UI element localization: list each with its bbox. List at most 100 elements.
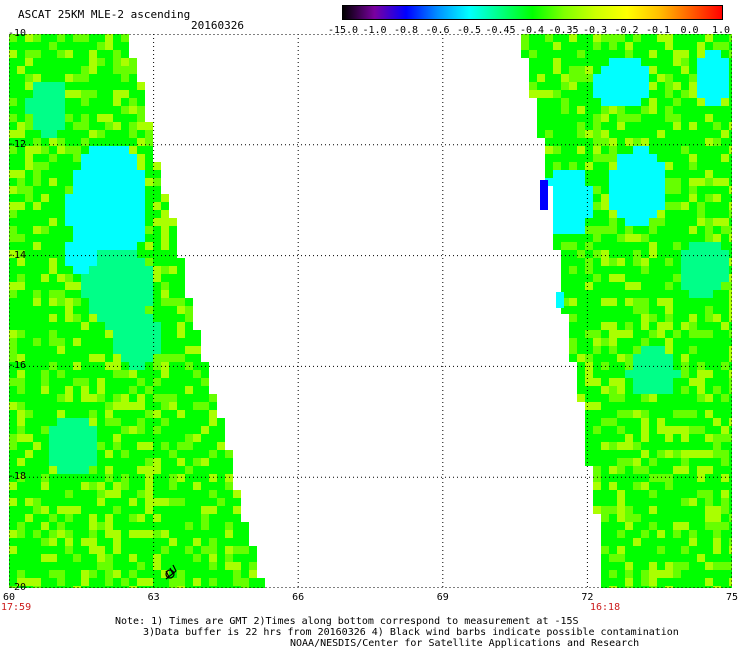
wind-cell <box>25 530 33 538</box>
wind-cell <box>617 546 625 554</box>
wind-cell <box>153 402 161 410</box>
wind-cell <box>177 378 185 386</box>
wind-cell <box>65 378 73 386</box>
wind-cell <box>593 418 601 426</box>
wind-cell <box>153 466 161 474</box>
wind-cell <box>633 426 641 434</box>
wind-cell <box>161 474 169 482</box>
wind-cell <box>25 178 33 186</box>
wind-cell <box>641 586 649 588</box>
wind-cell <box>161 250 169 258</box>
wind-cell <box>105 210 113 218</box>
wind-cell <box>169 578 177 586</box>
wind-cell <box>33 434 41 442</box>
wind-cell <box>121 114 129 122</box>
wind-cell <box>641 570 649 578</box>
wind-cell <box>193 458 201 466</box>
wind-cell <box>689 314 697 322</box>
wind-cell <box>681 138 689 146</box>
wind-cell <box>657 394 665 402</box>
wind-cell <box>609 194 617 202</box>
wind-cell <box>25 298 33 306</box>
wind-cell <box>9 290 17 298</box>
wind-cell <box>193 386 201 394</box>
wind-cell <box>665 194 673 202</box>
wind-cell <box>593 474 601 482</box>
wind-cell <box>25 538 33 546</box>
wind-cell <box>689 458 697 466</box>
wind-cell <box>89 378 97 386</box>
wind-cell <box>17 482 25 490</box>
wind-cell <box>601 450 609 458</box>
wind-cell <box>81 570 89 578</box>
wind-cell <box>89 562 97 570</box>
wind-cell <box>217 442 225 450</box>
wind-cell <box>633 194 641 202</box>
wind-cell <box>185 402 193 410</box>
wind-cell <box>57 306 65 314</box>
wind-cell <box>553 90 561 98</box>
wind-cell <box>689 386 697 394</box>
color-scale-label: -0.8 <box>393 25 419 36</box>
wind-cell <box>137 402 145 410</box>
wind-cell <box>41 578 49 586</box>
wind-cell <box>137 570 145 578</box>
wind-cell <box>705 530 713 538</box>
wind-cell <box>41 154 49 162</box>
wind-cell <box>121 186 129 194</box>
wind-cell <box>89 250 97 258</box>
wind-cell <box>9 130 17 138</box>
wind-cell <box>25 410 33 418</box>
wind-cell <box>625 186 633 194</box>
wind-cell <box>729 58 732 66</box>
wind-cell <box>25 522 33 530</box>
wind-cell <box>113 586 121 588</box>
wind-cell <box>145 186 153 194</box>
wind-cell <box>673 514 681 522</box>
wind-cell <box>129 58 137 66</box>
wind-cell <box>681 514 689 522</box>
wind-cell <box>145 258 153 266</box>
wind-cell <box>129 186 137 194</box>
wind-cell <box>57 106 65 114</box>
wind-cell <box>169 370 177 378</box>
wind-cell <box>49 290 57 298</box>
wind-cell <box>41 474 49 482</box>
wind-cell <box>537 82 545 90</box>
wind-cell <box>593 258 601 266</box>
wind-cell <box>121 218 129 226</box>
wind-cell <box>657 442 665 450</box>
wind-cell <box>657 346 665 354</box>
wind-cell <box>57 274 65 282</box>
wind-cell <box>89 226 97 234</box>
wind-cell <box>9 234 17 242</box>
wind-cell <box>33 122 41 130</box>
wind-cell <box>121 234 129 242</box>
wind-cell <box>641 450 649 458</box>
wind-cell <box>713 538 721 546</box>
wind-cell <box>705 74 713 82</box>
wind-cell <box>721 466 729 474</box>
wind-cell <box>641 442 649 450</box>
wind-cell <box>641 82 649 90</box>
wind-cell <box>33 306 41 314</box>
wind-cell <box>153 218 161 226</box>
wind-cell <box>49 154 57 162</box>
wind-cell <box>681 506 689 514</box>
wind-cell <box>609 186 617 194</box>
wind-cell <box>721 418 729 426</box>
wind-cell <box>145 498 153 506</box>
wind-cell <box>81 354 89 362</box>
wind-cell <box>625 530 633 538</box>
wind-cell <box>33 178 41 186</box>
wind-cell <box>689 258 697 266</box>
wind-cell <box>121 458 129 466</box>
wind-cell <box>25 562 33 570</box>
wind-cell <box>689 122 697 130</box>
wind-cell <box>625 354 633 362</box>
wind-cell <box>625 202 633 210</box>
wind-cell <box>17 138 25 146</box>
wind-cell <box>89 186 97 194</box>
wind-cell <box>185 506 193 514</box>
wind-cell <box>177 290 185 298</box>
